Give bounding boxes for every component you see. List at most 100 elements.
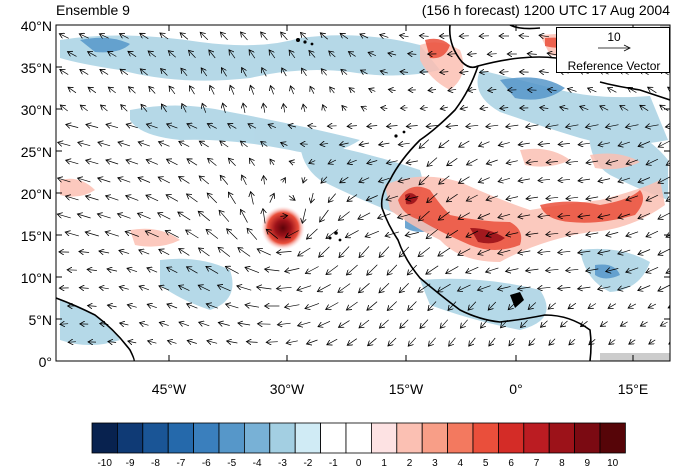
wind-vector (326, 302, 339, 310)
wind-vector (658, 248, 670, 255)
wind-vector (668, 304, 670, 308)
colorbar-label: -6 (201, 458, 211, 469)
wind-vector (600, 322, 608, 327)
wind-vector (569, 338, 576, 345)
wind-vector (618, 214, 631, 218)
wind-vector (318, 320, 331, 326)
wind-vector (526, 269, 539, 271)
wind-vector (148, 51, 157, 58)
wind-vector (419, 139, 430, 149)
colorbar-label: 4 (457, 458, 464, 469)
wind-vector (248, 124, 257, 128)
colorbar-label: -8 (151, 458, 160, 469)
wind-vector (323, 105, 326, 112)
lat-label-0: 0° (38, 354, 52, 370)
wind-vector (589, 339, 596, 344)
wind-vector (138, 142, 150, 147)
wind-vector (586, 161, 599, 163)
wind-vector (145, 231, 159, 238)
wind-vector (327, 338, 338, 345)
wind-vector (658, 212, 670, 219)
wind-vector (268, 124, 277, 127)
wind-vector (120, 34, 129, 39)
wind-vector (139, 286, 150, 290)
wind-vector (658, 284, 670, 291)
wind-vector (165, 231, 179, 238)
lat-label-40n: 40°N (20, 18, 52, 34)
colorbar-swatch (472, 422, 499, 454)
wind-vector (181, 68, 188, 77)
wind-vector (119, 250, 130, 253)
wind-vector (210, 86, 214, 95)
wind-vector (269, 50, 276, 59)
wind-vector (519, 36, 530, 37)
wind-vector (447, 158, 458, 165)
wind-vector (578, 287, 591, 289)
wind-vector (283, 104, 284, 113)
wind-vector (606, 196, 619, 199)
wind-vector (548, 89, 557, 91)
wind-vector (60, 69, 69, 75)
wind-vector (449, 337, 456, 346)
wind-vector (608, 88, 617, 93)
wind-vector (139, 250, 150, 254)
wind-vector (179, 322, 190, 326)
wind-vector (399, 283, 409, 292)
wind-vector (79, 288, 89, 289)
wind-vector (427, 157, 438, 167)
wind-vector (346, 264, 358, 275)
wind-vector (66, 160, 79, 164)
wind-vector (107, 305, 117, 307)
wind-vector (208, 158, 217, 166)
wind-vector (506, 233, 519, 236)
wind-vector (277, 251, 292, 252)
wind-vector (648, 304, 657, 308)
wind-vector (488, 89, 497, 90)
wind-vector (166, 195, 179, 202)
wind-vector (466, 230, 479, 237)
wind-vector (581, 321, 588, 326)
wind-vector (98, 178, 111, 182)
wind-vector (307, 340, 318, 344)
wind-vector (440, 72, 449, 73)
wind-vector (566, 197, 579, 199)
colorbar-label: 10 (607, 458, 619, 469)
wind-vector (458, 212, 470, 220)
colorbar-swatch (345, 422, 372, 454)
wind-vector (167, 267, 178, 274)
wind-vector (250, 85, 253, 95)
wind-vector (558, 287, 571, 288)
wind-vector (249, 50, 256, 59)
wind-vector (379, 246, 390, 258)
wind-vector (317, 284, 331, 291)
wind-vector (207, 124, 217, 129)
colorbar-label: -10 (97, 458, 112, 469)
wind-vector (506, 269, 519, 272)
wind-vector (566, 233, 579, 235)
wind-vector (358, 212, 371, 219)
wind-vector (341, 69, 348, 74)
wind-vector (638, 213, 651, 218)
wind-vector (228, 158, 236, 167)
wind-vector (264, 176, 265, 185)
wind-vector (529, 338, 536, 346)
wind-vector (220, 141, 229, 148)
wind-vector (508, 302, 517, 309)
wind-vector (310, 86, 314, 94)
wind-vector (526, 233, 539, 235)
colorbar-label: 3 (432, 458, 438, 469)
wind-vector (387, 126, 398, 127)
wind-vector (347, 160, 357, 164)
wind-vector (538, 143, 550, 144)
wind-vector (240, 141, 248, 148)
wind-vector (448, 301, 457, 311)
wind-vector (400, 319, 409, 329)
wind-vector (200, 32, 209, 40)
colorbar-swatch (396, 422, 423, 454)
wind-vector (140, 33, 149, 39)
wind-vector (128, 51, 137, 57)
wind-vector (378, 178, 390, 182)
wind-vector (270, 86, 273, 95)
wind-vector (242, 175, 247, 186)
wind-vector (606, 160, 619, 163)
